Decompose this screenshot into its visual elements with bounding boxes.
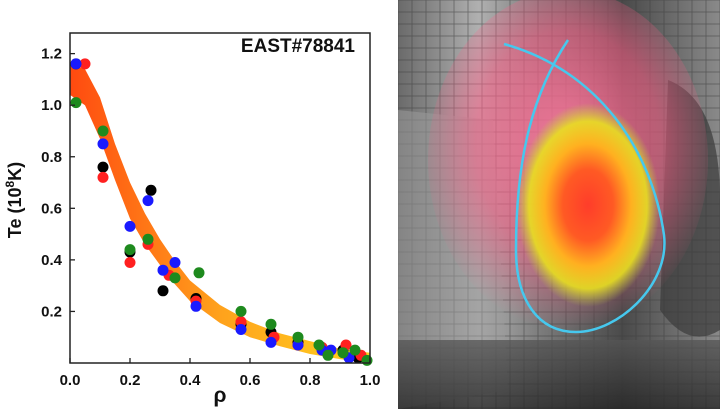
data-point-series-2-9 [292,339,304,351]
tokamak-plasma-image [398,0,720,409]
y-tick-label: 0.8 [41,149,62,166]
data-point-series-2-7 [235,324,247,335]
data-point-series-2-8 [265,336,277,348]
x-tick-label: 0.6 [240,372,261,389]
data-point-series-1-1 [97,171,109,183]
data-point-series-3-9 [313,339,325,351]
data-point-series-2-0 [70,58,82,70]
separatrix [503,39,666,334]
data-point-series-0-3 [145,184,157,196]
data-point-series-3-13 [361,354,373,366]
y-tick-label: 0.6 [41,200,62,217]
x-tick-label: 0.0 [60,372,81,389]
x-tick-label: 0.2 [120,372,141,389]
data-point-series-0-4 [157,285,169,297]
chart-title: EAST#78841 [241,36,356,57]
y-axis-label-base: Te (10 [5,188,25,239]
plot-frame [69,32,371,364]
data-point-series-3-11 [337,347,349,359]
fit-band-area [70,63,370,364]
tokamak-plasma-photo [398,0,720,409]
data-point-series-3-12 [349,344,361,356]
data-point-series-3-2 [124,244,136,256]
x-axis-label: ρ [214,384,227,407]
fit-band [70,63,370,364]
y-tick-label: 1.0 [41,97,62,114]
data-point-series-3-1 [97,125,109,137]
data-point-series-1-0 [79,58,91,70]
data-point-series-3-8 [292,331,304,343]
data-point-series-1-6 [235,316,247,328]
data-point-series-3-10 [322,349,334,361]
data-point-series-0-1 [97,161,109,173]
data-point-series-2-4 [157,264,169,276]
data-point-series-3-0 [70,97,82,109]
y-tick-label: 0.2 [41,303,62,320]
ticks: 0.0 0.2 0.4 0.6 0.8 1.0 0.2 0.4 0.6 0.8 1.0 1.2 [41,46,380,389]
data-point-series-3-7 [265,318,277,330]
axes [69,32,371,364]
data-point-series-1-2 [124,257,136,268]
data-point-series-2-2 [124,220,136,232]
data-points [70,58,373,366]
te-profile-chart: 0.0 0.2 0.4 0.6 0.8 1.0 0.2 0.4 0.6 0.8 1.0 1.2 EAS… [3,32,380,407]
vessel-floor [398,340,720,409]
data-point-series-2-1 [97,138,109,150]
data-point-series-3-4 [169,272,181,284]
data-point-series-3-3 [142,233,154,245]
x-tick-label: 0.8 [300,372,321,389]
data-point-series-3-6 [235,305,247,317]
data-point-series-2-5 [169,257,181,268]
y-axis-label-tail: K) [5,162,25,181]
plasma-core [516,103,660,307]
data-point-series-2-3 [142,195,154,207]
x-tick-label: 0.4 [180,372,202,389]
x-tick-label: 1.0 [360,372,381,389]
y-tick-label: 0.4 [41,252,63,269]
data-point-series-2-6 [190,300,202,312]
y-axis-label-exponent: 8 [3,181,17,188]
data-point-series-3-5 [193,267,205,279]
y-tick-label: 1.2 [41,46,62,63]
y-axis-label: Te (108K) [3,162,25,238]
